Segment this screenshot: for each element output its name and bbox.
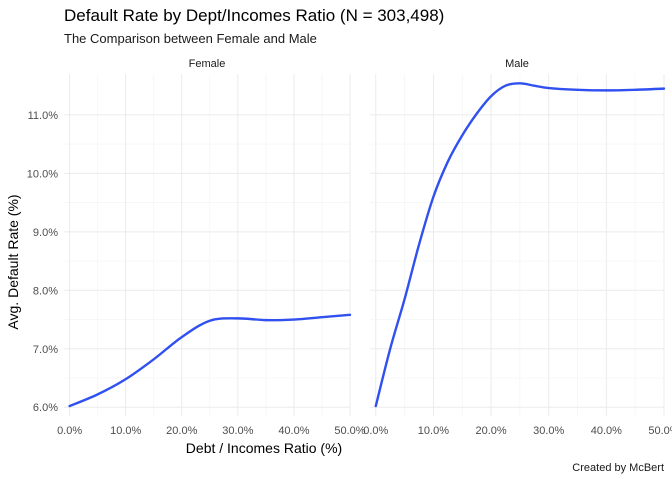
x-tick-label: 50.0% — [648, 425, 672, 437]
y-tick-label: 9.0% — [33, 227, 58, 239]
y-axis-ticks: 6.0% 7.0% 8.0% 9.0% 10.0% 11.0% — [27, 110, 58, 414]
panel-male: Male — [370, 58, 666, 416]
series-line-male — [374, 82, 666, 408]
x-tick-label: 0.0% — [57, 425, 82, 437]
x-tick-label: 30.0% — [222, 425, 253, 437]
x-tick-label: 10.0% — [418, 425, 449, 437]
x-tick-label: 30.0% — [533, 425, 564, 437]
x-tick-label: 40.0% — [591, 425, 622, 437]
series-line-female — [68, 313, 352, 408]
y-tick-label: 11.0% — [28, 110, 59, 122]
x-tick-label: 40.0% — [278, 425, 309, 437]
panel-female: Female — [64, 58, 352, 416]
y-tick-label: 10.0% — [27, 168, 58, 180]
facet-strip-label: Female — [189, 58, 226, 70]
x-axis-ticks: 0.0% 10.0% 20.0% 30.0% 40.0% 50.0%0.0% 10.0% 20… — [57, 425, 672, 437]
chart-caption: Created by McBert — [572, 462, 664, 474]
chart-title: Default Rate by Dept/Incomes Ratio (N = … — [64, 6, 444, 25]
y-axis-title: Avg. Default Rate (%) — [5, 194, 21, 329]
x-tick-label: 10.0% — [110, 425, 141, 437]
x-tick-label: 20.0% — [475, 425, 506, 437]
y-tick-label: 8.0% — [33, 285, 58, 297]
x-tick-label: 20.0% — [166, 425, 197, 437]
x-axis-title: Debt / Incomes Ratio (%) — [186, 440, 342, 456]
x-tick-label: 0.0% — [363, 425, 388, 437]
y-tick-label: 6.0% — [33, 402, 58, 414]
chart-subtitle: The Comparison between Female and Male — [64, 31, 317, 46]
y-tick-label: 7.0% — [33, 344, 58, 356]
panels: Female Male — [64, 58, 666, 416]
facet-strip-label: Male — [505, 58, 529, 70]
x-tick-label: 50.0% — [334, 425, 365, 437]
